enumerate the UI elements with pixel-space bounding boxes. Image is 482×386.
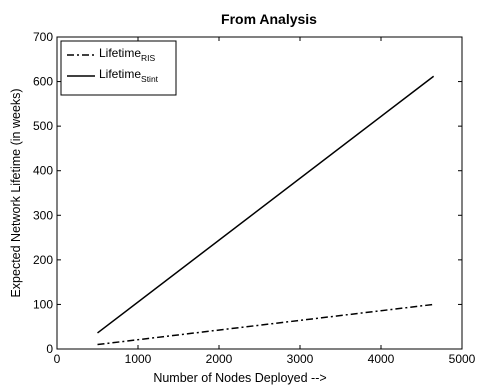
plot-frame bbox=[56, 36, 463, 350]
y-tick-label: 600 bbox=[33, 75, 53, 89]
y-axis-title: Expected Network Lifetime (in weeks) bbox=[9, 88, 23, 297]
x-axis-title: Number of Nodes Deployed --> bbox=[153, 371, 326, 385]
plot-area bbox=[56, 36, 463, 350]
series-line-stint bbox=[97, 75, 435, 334]
y-tick-label: 700 bbox=[33, 30, 53, 44]
chart-title: From Analysis bbox=[221, 11, 317, 27]
x-tick-label: 3000 bbox=[287, 352, 314, 366]
legend-label-subscript: RIS bbox=[141, 53, 156, 63]
legend-box bbox=[60, 40, 177, 96]
y-tick-label: 0 bbox=[46, 342, 53, 356]
x-tick-label: 4000 bbox=[368, 352, 395, 366]
legend-label-stint: LifetimeStint bbox=[99, 67, 159, 84]
series-line-ris bbox=[97, 303, 434, 346]
y-tick-label: 300 bbox=[33, 208, 53, 222]
y-tick-label: 400 bbox=[33, 164, 53, 178]
legend-label-ris: LifetimeRIS bbox=[99, 46, 156, 63]
series-lines bbox=[97, 75, 435, 346]
x-tick-label: 0 bbox=[54, 352, 61, 366]
legend-label-main: Lifetime bbox=[99, 46, 141, 60]
y-tick-label: 200 bbox=[33, 253, 53, 267]
legend-label-subscript: Stint bbox=[141, 74, 159, 84]
x-axis: 0 1000 2000 3000 4000 5000 bbox=[54, 37, 476, 366]
x-tick-label: 2000 bbox=[206, 352, 233, 366]
x-tick-label: 5000 bbox=[449, 352, 476, 366]
y-tick-label: 500 bbox=[33, 119, 53, 133]
legend-label-main: Lifetime bbox=[99, 67, 141, 81]
x-tick-label: 1000 bbox=[125, 352, 152, 366]
y-axis: 0 100 200 300 400 500 600 700 bbox=[33, 30, 462, 356]
y-tick-label: 100 bbox=[33, 297, 53, 311]
